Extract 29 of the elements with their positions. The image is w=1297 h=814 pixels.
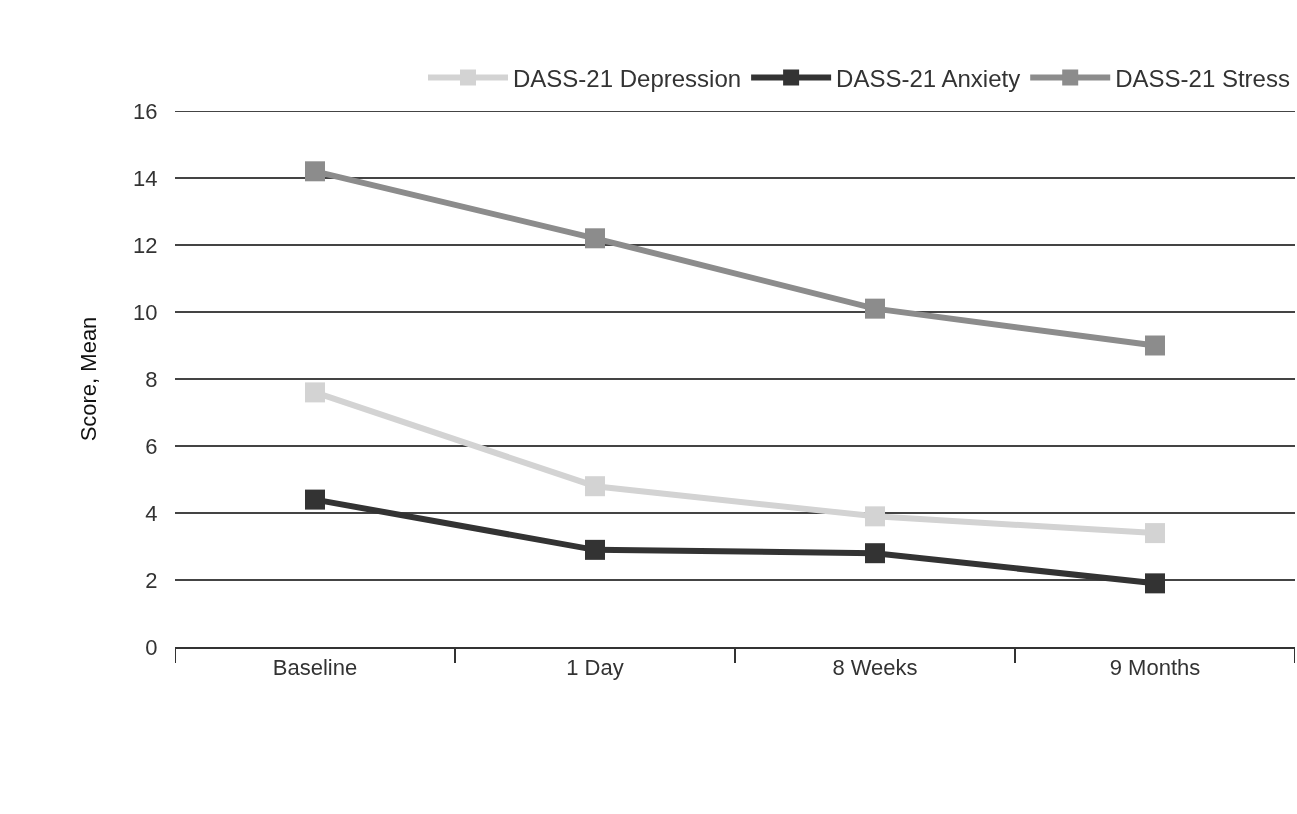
y-tick-label: 16 xyxy=(133,98,158,124)
legend-label: DASS-21 Anxiety xyxy=(836,64,1021,92)
legend-label: DASS-21 Depression xyxy=(513,64,742,92)
x-tick-label: 1 Day xyxy=(566,655,624,681)
y-tick-label: 6 xyxy=(145,433,158,459)
point xyxy=(865,506,885,527)
y-tick-label: 2 xyxy=(145,567,158,593)
point xyxy=(1145,335,1165,356)
y-axis-title: Score, Mean xyxy=(75,316,101,442)
point xyxy=(1145,523,1165,544)
y-tick-label: 4 xyxy=(145,500,158,526)
point xyxy=(865,298,885,319)
point xyxy=(1145,573,1165,594)
y-tick-label: 8 xyxy=(145,366,158,392)
point xyxy=(585,228,605,249)
point xyxy=(305,489,325,510)
x-tick-label: 9 Months xyxy=(1109,655,1201,681)
x-tick-label: 8 Weeks xyxy=(832,655,918,681)
point xyxy=(585,539,605,560)
point xyxy=(585,476,605,497)
y-tick-label: 10 xyxy=(133,299,158,325)
point xyxy=(305,382,325,403)
y-tick-label: 0 xyxy=(145,634,158,660)
y-tick-label: 12 xyxy=(133,232,158,258)
y-tick-label: 14 xyxy=(133,165,158,191)
legend-label: DASS-21 Stress xyxy=(1115,64,1290,92)
x-tick-label: Baseline xyxy=(272,655,358,681)
point xyxy=(865,543,885,564)
point xyxy=(305,161,325,182)
